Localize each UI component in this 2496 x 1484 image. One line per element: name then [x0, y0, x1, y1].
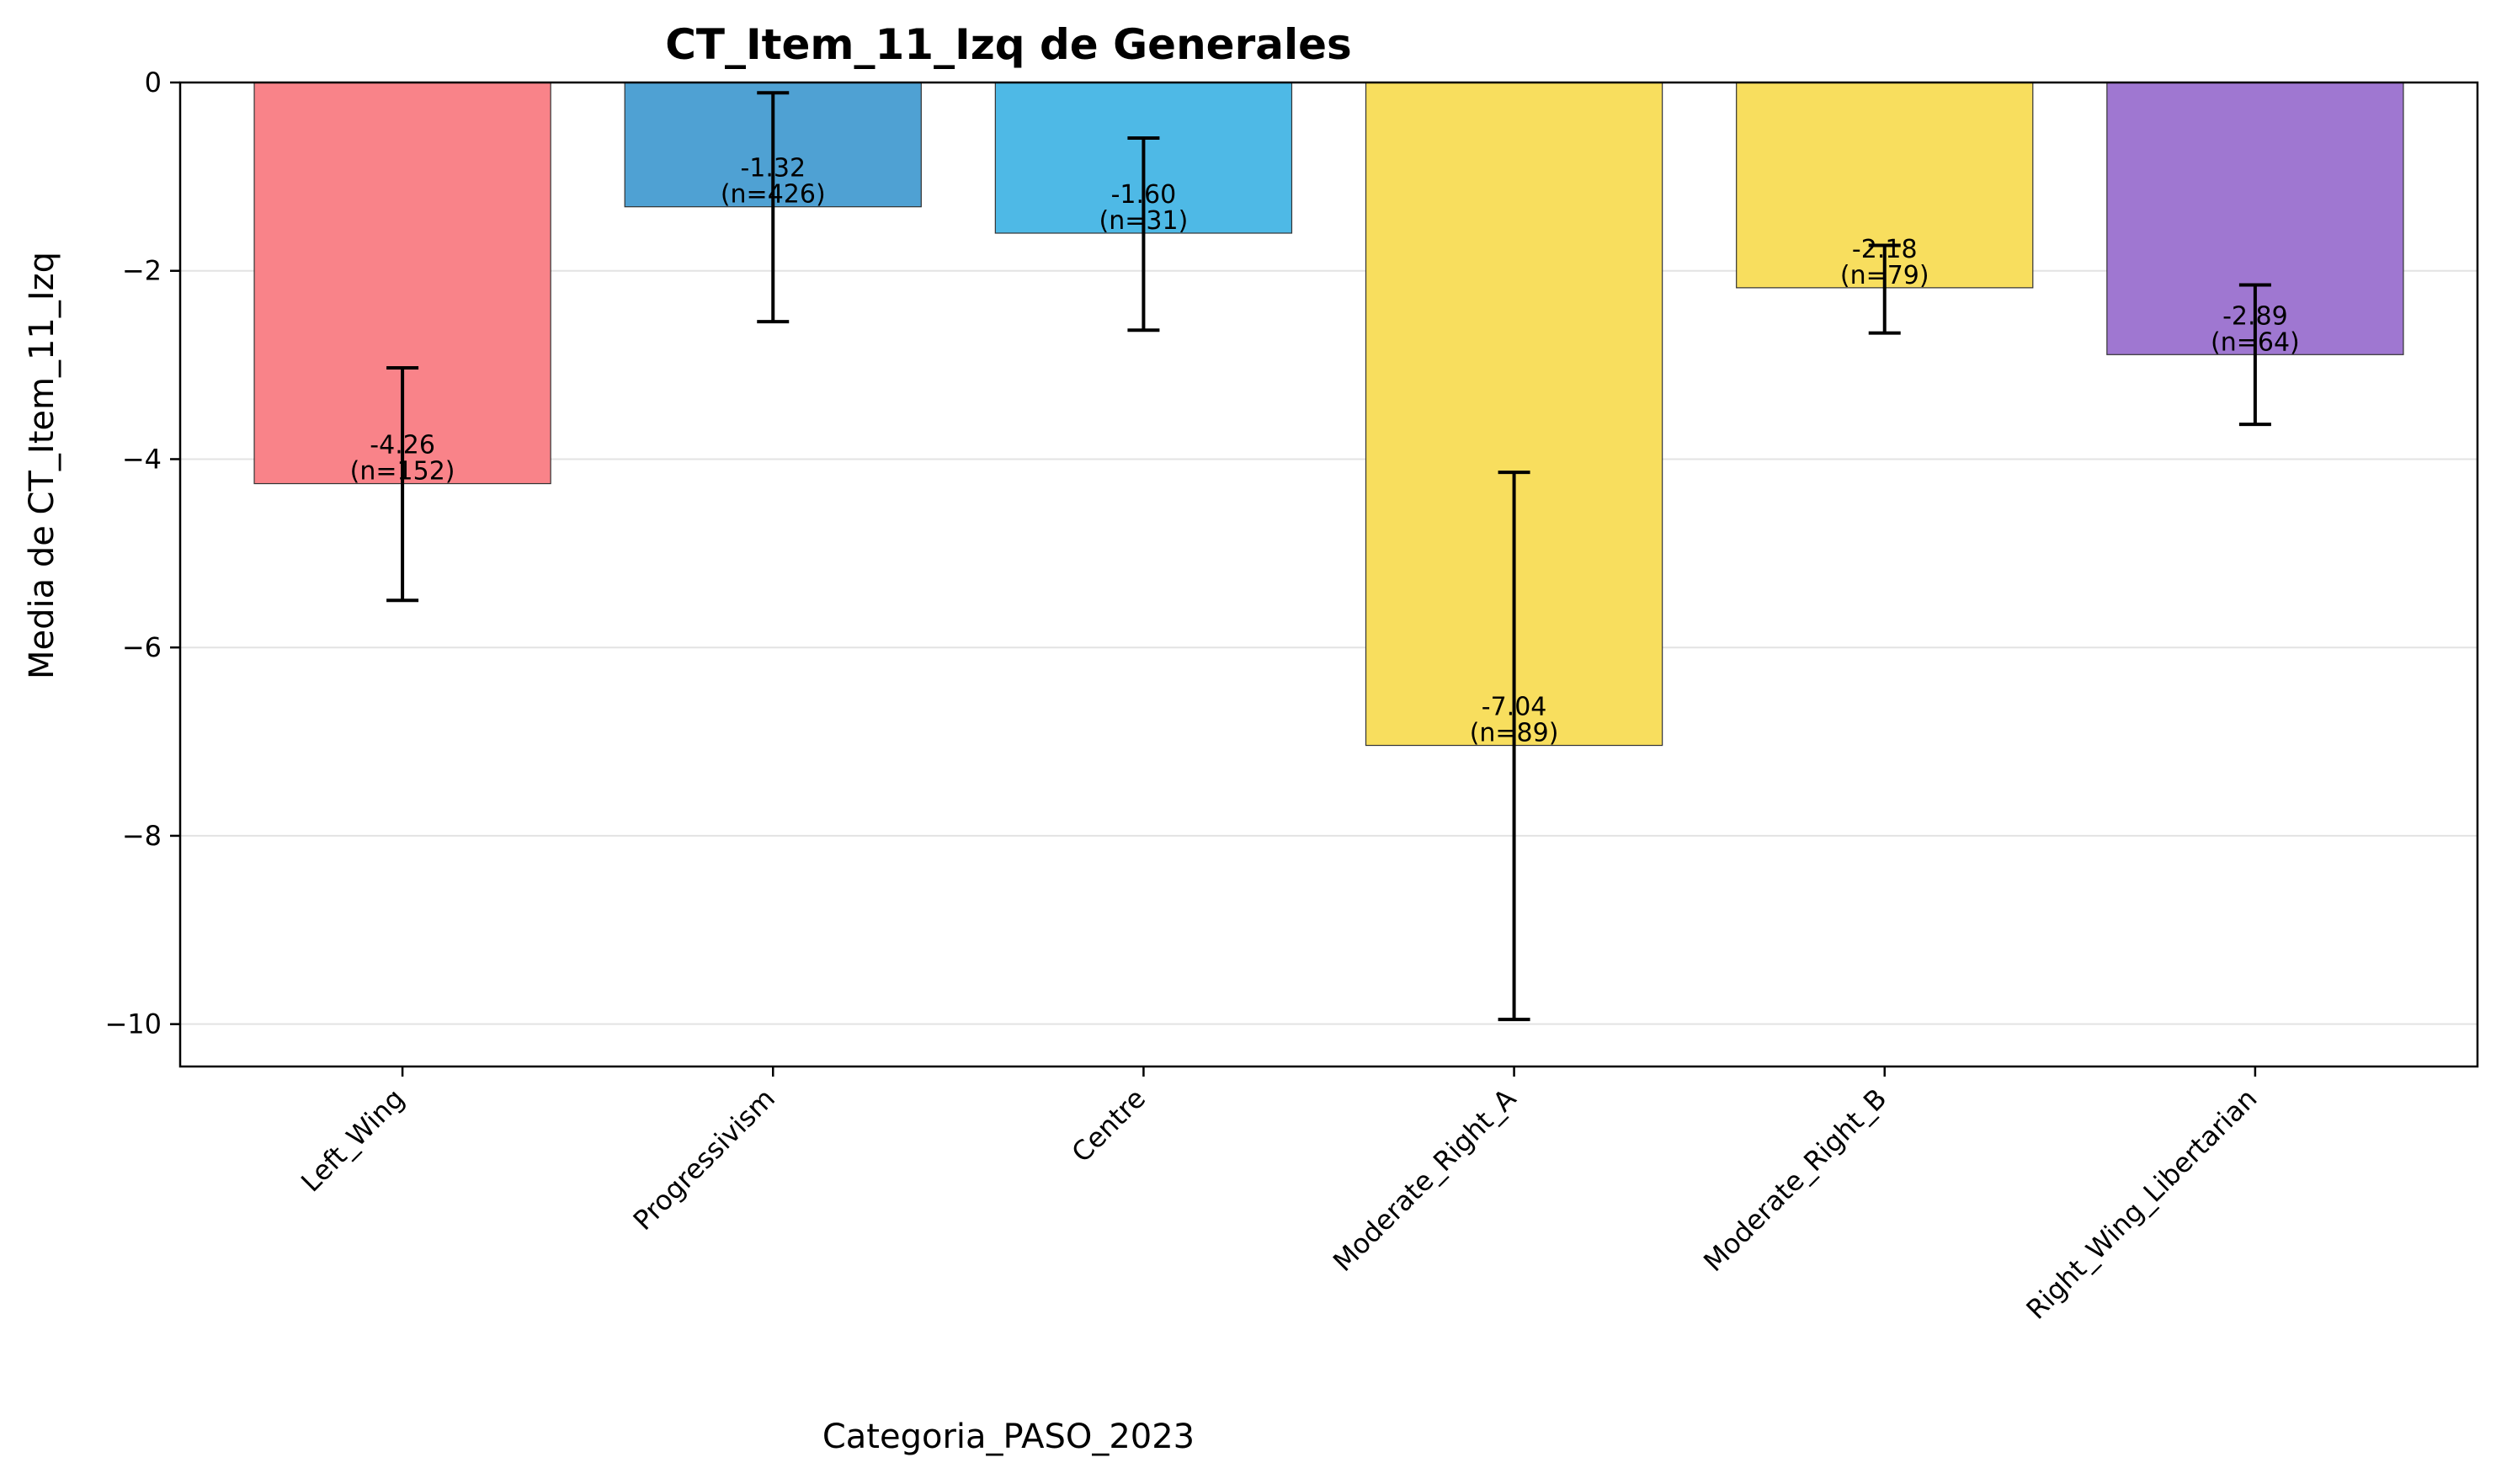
x-axis-label: Categoria_PASO_2023 — [822, 1418, 1195, 1456]
bar-value-label: -7.04 — [1482, 693, 1547, 722]
bar-n-label: (n=79) — [1840, 261, 1929, 290]
bar-value-label: -1.32 — [740, 154, 806, 184]
x-tick-label: Moderate_Right_A — [1327, 1082, 1522, 1278]
bar-n-label: (n=64) — [2211, 327, 2300, 357]
bar-value-labels: -4.26(n=152) -1.32(n=426) -1.60(n=31) -7.04… — [350, 154, 2300, 748]
y-axis-ticks: 0 −2 −4 −6 −8 −10 — [104, 66, 180, 1040]
bar-n-label: (n=426) — [721, 180, 826, 210]
bar-value-label: -4.26 — [370, 431, 435, 460]
y-tick-label: −4 — [122, 443, 162, 475]
bar-value-label: -2.89 — [2222, 301, 2288, 331]
y-axis-label: Media de CT_Item_11_Izq — [23, 252, 61, 679]
x-tick-label: Left_Wing — [295, 1082, 411, 1199]
bar-value-label: -1.60 — [1111, 180, 1177, 210]
bar-value-label: -2.18 — [1852, 235, 1918, 264]
bar-n-label: (n=89) — [1470, 719, 1559, 748]
error-bars — [386, 91, 2271, 1022]
y-tick-label: −8 — [122, 820, 162, 852]
bars — [253, 82, 2404, 747]
y-tick-label: −6 — [122, 631, 162, 663]
x-tick-label: Progressivism — [627, 1082, 781, 1237]
bar-n-label: (n=152) — [350, 457, 455, 487]
x-tick-label: Moderate_Right_B — [1697, 1082, 1892, 1278]
y-tick-label: 0 — [145, 66, 162, 98]
x-tick-label: Right_Wing_Libertarian — [2020, 1082, 2264, 1326]
plot-frame — [178, 81, 2479, 1068]
x-tick-label: Centre — [1066, 1082, 1152, 1169]
bar-n-label: (n=31) — [1099, 206, 1189, 236]
x-axis-ticks: Left_Wing Progressivism Centre Moderate_Rig… — [295, 1066, 2264, 1326]
y-tick-label: −2 — [122, 255, 162, 287]
chart-title: CT_Item_11_Izq de Generales — [665, 20, 1352, 69]
y-tick-label: −10 — [104, 1008, 162, 1040]
